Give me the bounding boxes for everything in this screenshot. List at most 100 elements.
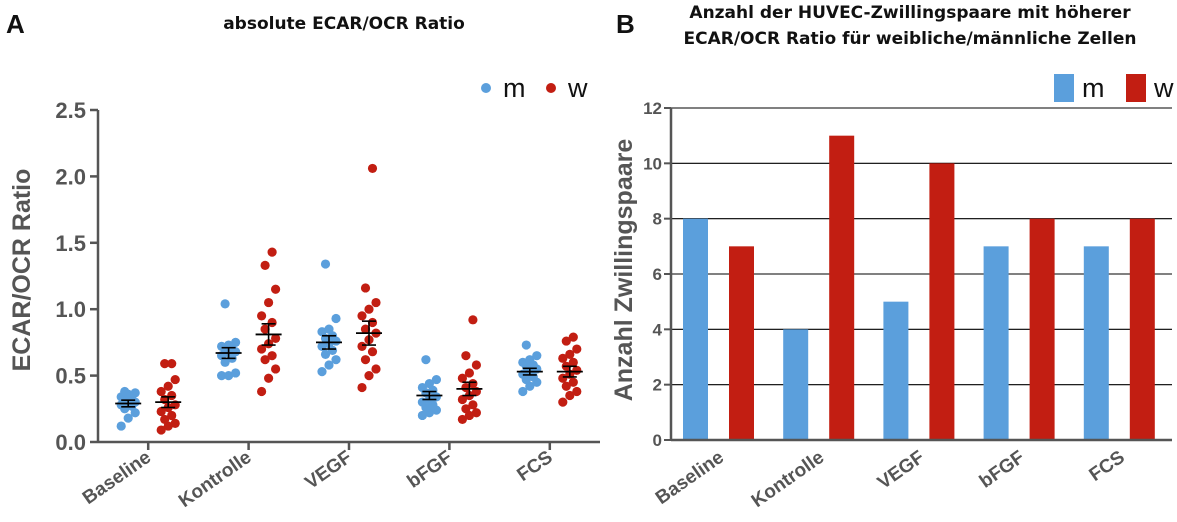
data-point-m	[417, 410, 427, 421]
data-point-m	[224, 371, 234, 381]
data-point-w	[264, 297, 274, 308]
data-point-w	[565, 349, 575, 359]
y-tick-label-a: 2.0	[55, 164, 86, 189]
x-tick-label-b: FCS	[1086, 447, 1129, 486]
y-tick-label-b: 0	[653, 431, 662, 450]
data-point-m	[130, 388, 140, 398]
legend-marker-a-m	[481, 83, 491, 93]
data-point-w	[558, 353, 568, 363]
bar-m	[683, 218, 708, 440]
data-point-w	[160, 359, 170, 369]
data-point-m	[521, 340, 531, 350]
data-point-w	[464, 368, 474, 378]
data-point-w	[260, 260, 270, 270]
data-point-m	[324, 360, 334, 370]
data-point-w	[257, 386, 267, 397]
data-point-w	[267, 247, 277, 257]
data-point-m	[123, 413, 133, 423]
x-tick-label-a: VEGF	[301, 447, 355, 494]
data-point-w	[156, 406, 166, 417]
data-point-w	[572, 344, 582, 354]
data-point-w	[568, 357, 578, 367]
x-tick-label-b: bFGF	[976, 447, 1029, 493]
data-point-w	[367, 317, 378, 328]
data-point-w	[468, 378, 478, 389]
data-point-w	[156, 425, 166, 435]
legend-marker-b-w	[1126, 74, 1146, 102]
data-point-w	[558, 397, 568, 407]
data-point-w	[267, 351, 277, 361]
x-tick-label-b: VEGF	[874, 447, 928, 494]
data-point-w	[257, 311, 267, 321]
chart-b-title-line-1: Anzahl der HUVEC-Zwillingspaare mit höhe…	[689, 3, 1131, 23]
data-point-w	[471, 408, 481, 418]
data-point-w	[163, 381, 173, 391]
chart-b-ylabel: Anzahl Zwillingspaare	[610, 139, 638, 402]
bar-m	[983, 246, 1009, 440]
data-point-m	[324, 324, 334, 334]
bar-m	[883, 301, 909, 440]
bar-m	[1083, 246, 1109, 440]
x-tick-label-b: Kontrolle	[748, 447, 828, 512]
data-point-w	[471, 360, 481, 370]
data-point-w	[267, 317, 277, 328]
data-point-w	[260, 324, 270, 334]
data-point-w	[457, 414, 467, 425]
data-point-w	[457, 394, 467, 405]
legend-marker-a-w	[546, 83, 556, 93]
data-point-w	[360, 355, 371, 365]
data-point-w	[572, 386, 582, 397]
data-point-m	[320, 259, 331, 269]
panel-label-b: B	[616, 9, 635, 39]
data-point-m	[532, 351, 542, 361]
x-tick-label-a: Kontrolle	[175, 447, 255, 512]
panel-label-a: A	[6, 9, 25, 39]
data-point-w	[561, 336, 571, 346]
data-point-w	[264, 373, 274, 383]
data-point-m	[525, 355, 535, 365]
data-point-w	[360, 324, 371, 334]
data-point-w	[167, 410, 177, 421]
chart-a: 0.0 0.5 1.0 1.5 2.0 2.5 Baseline Kontrolle VEGF b…	[55, 73, 600, 512]
y-tick-label-a: 0.5	[55, 364, 86, 389]
data-point-w	[565, 390, 575, 401]
data-point-m	[231, 368, 241, 378]
data-point-w	[156, 386, 166, 397]
data-point-w	[457, 373, 467, 383]
bar-w	[829, 135, 855, 440]
data-point-m	[317, 327, 327, 337]
data-point-m	[217, 371, 227, 381]
data-point-w	[371, 297, 381, 308]
data-point-w	[371, 364, 381, 374]
data-point-w	[568, 332, 578, 342]
data-point-m	[518, 357, 528, 367]
chart-b-title-line-2: ECAR/OCR Ratio für weibliche/männliche Z…	[683, 29, 1136, 49]
y-tick-label-b: 6	[653, 265, 662, 284]
data-point-w	[357, 341, 367, 351]
bar-w	[1029, 218, 1055, 440]
y-tick-label-b: 2	[653, 376, 662, 395]
data-point-w	[360, 283, 371, 293]
data-point-m	[217, 341, 227, 351]
data-point-w	[364, 371, 374, 381]
data-point-w	[561, 381, 571, 391]
x-tick-label-a: Baseline	[79, 447, 155, 509]
data-point-w	[357, 382, 367, 393]
data-point-w	[468, 400, 478, 410]
y-tick-label-a: 0.0	[55, 430, 86, 455]
bar-w	[929, 163, 955, 441]
bar-w	[729, 246, 754, 440]
data-point-w	[364, 304, 374, 314]
data-point-m	[421, 355, 431, 365]
legend-label-a-w: w	[567, 73, 588, 103]
legend-marker-b-m	[1054, 74, 1074, 102]
data-point-m	[424, 378, 434, 389]
data-point-w	[170, 418, 180, 429]
chart-a-ylabel: ECAR/OCR Ratio	[8, 169, 36, 372]
data-point-m	[331, 355, 341, 365]
x-tick-label-a: bFGF	[404, 447, 457, 493]
data-point-w	[167, 390, 177, 401]
data-point-w	[167, 359, 177, 369]
data-point-w	[568, 377, 578, 387]
